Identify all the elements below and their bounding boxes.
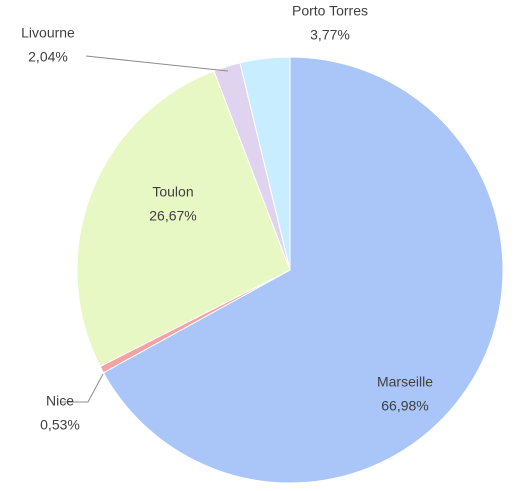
slice-label: Nice	[46, 393, 74, 409]
slice-label: Toulon	[152, 184, 193, 200]
slice-label: Marseille	[377, 374, 433, 390]
slice-value-label: 2,04%	[28, 49, 68, 65]
leader-line	[85, 55, 229, 72]
labels: Marseille 66,98% Nice 0,53% Toulon 26,67% Livo…	[21, 3, 433, 433]
slice-label: Porto Torres	[292, 3, 368, 19]
slice-value-label: 26,67%	[149, 208, 196, 224]
slice-label: Livourne	[21, 25, 75, 41]
leader-line	[60, 373, 104, 403]
slice-value-label: 66,98%	[381, 398, 428, 414]
pie-slice	[102, 56, 504, 484]
slice-value-label: 3,77%	[310, 27, 350, 43]
pie	[76, 56, 504, 484]
slice-value-label: 0,53%	[40, 417, 80, 433]
pie-slice	[76, 70, 291, 368]
pie-slice	[239, 56, 291, 271]
